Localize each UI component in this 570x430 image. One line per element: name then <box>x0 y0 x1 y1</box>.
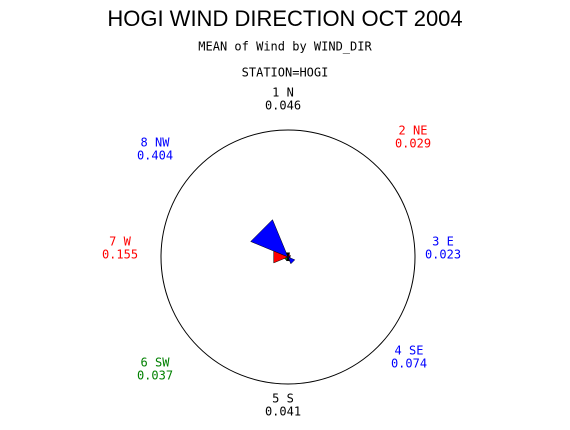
chart-title: HOGI WIND DIRECTION OCT 2004 <box>107 6 462 31</box>
direction-label: 4 SE <box>395 344 424 358</box>
station-label: STATION=HOGI <box>242 66 329 80</box>
value-label: 0.074 <box>391 357 427 371</box>
wedge <box>287 255 291 259</box>
value-label: 0.029 <box>395 137 431 151</box>
wedge <box>273 250 289 264</box>
wedge <box>284 256 289 261</box>
chart-subtitle: MEAN of Wind by WIND_DIR <box>198 40 372 54</box>
direction-label: 5 S <box>272 392 294 406</box>
value-label: 0.037 <box>137 369 173 383</box>
value-label: 0.404 <box>137 149 173 163</box>
value-label: 0.023 <box>425 248 461 262</box>
direction-label: 6 SW <box>141 356 171 370</box>
rose-circle <box>160 129 416 385</box>
value-label: 0.155 <box>102 248 138 262</box>
direction-label: 3 E <box>432 235 454 249</box>
value-label: 0.046 <box>265 99 301 113</box>
wedge <box>250 219 289 258</box>
direction-label: 7 W <box>109 235 131 249</box>
direction-label: 8 NW <box>141 136 171 150</box>
value-label: 0.041 <box>265 405 301 419</box>
direction-label: 1 N <box>272 86 294 100</box>
direction-label: 2 NE <box>399 124 428 138</box>
